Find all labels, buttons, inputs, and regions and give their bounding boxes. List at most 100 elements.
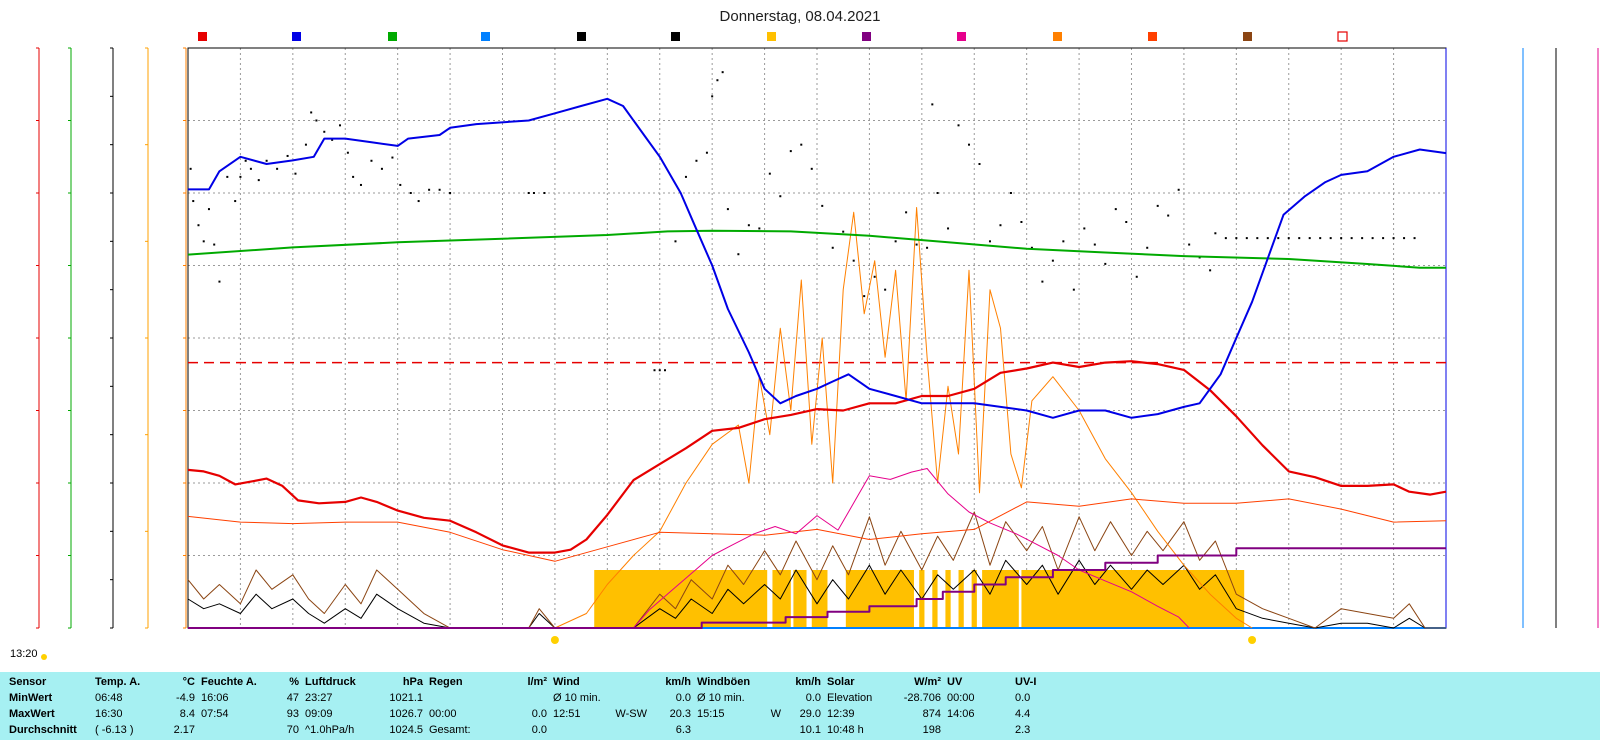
- gust-value: 0.0: [805, 692, 821, 704]
- direction-dot: [716, 79, 719, 82]
- sunshine-bar: [958, 570, 964, 628]
- direction-dot: [653, 369, 656, 372]
- plot-area: [41, 71, 1447, 660]
- hum-time: 16:06: [201, 692, 229, 704]
- summary-row-avg: Durchschnitt ( -6.13 ) 2.17 70 ^1.0hPa/h…: [6, 722, 1058, 738]
- direction-dot: [726, 208, 729, 211]
- direction-dot: [1308, 237, 1311, 240]
- direction-dot: [1371, 237, 1374, 240]
- temp-value: 8.4: [179, 708, 195, 720]
- direction-dot: [1062, 240, 1065, 243]
- temp-time: 06:48: [95, 692, 123, 704]
- uv-value: 0.0: [1015, 692, 1031, 704]
- wind-extra: [610, 722, 650, 738]
- direction-dot: [1319, 237, 1322, 240]
- direction-dot: [1051, 259, 1054, 262]
- press-time: 23:27: [305, 692, 333, 704]
- sunshine-bar: [945, 570, 951, 628]
- wind-value: 20.3: [669, 708, 691, 720]
- summary-header-gust-unit: km/h: [795, 676, 821, 688]
- direction-dot: [359, 183, 362, 186]
- summary-header-sensor: Sensor: [9, 676, 47, 688]
- direction-dot: [286, 154, 289, 157]
- summary-row-min: MinWert 06:48 -4.9 16:06 47 23:27 1021.1…: [6, 690, 1058, 706]
- direction-dot: [304, 143, 307, 146]
- sunrise-marker: [550, 636, 559, 644]
- direction-dot: [207, 208, 210, 211]
- solar-value: 198: [922, 724, 941, 736]
- direction-dot: [1329, 237, 1332, 240]
- direction-dot: [1403, 237, 1406, 240]
- direction-dot: [532, 192, 535, 194]
- summary-header-wind-unit: km/h: [665, 676, 691, 688]
- direction-dot: [249, 167, 252, 170]
- summary-header-solar-unit: W/m²: [914, 676, 941, 688]
- time-label: 13:20: [10, 648, 38, 660]
- direction-dot: [768, 172, 771, 175]
- summary-header-gust-extra: [754, 674, 784, 690]
- direction-dot: [842, 230, 845, 233]
- series-line-windb-en: [187, 511, 1446, 629]
- rain-time: [426, 690, 492, 706]
- uv-time: 14:06: [947, 708, 975, 720]
- direction-dot: [1350, 237, 1353, 240]
- weather-chart: Donnerstag, 08.04.2021 13:20: [10, 8, 1599, 660]
- direction-dot: [276, 167, 279, 170]
- press-time: 09:09: [305, 708, 333, 720]
- legend-swatch: [1148, 32, 1157, 41]
- summary-row-max: MaxWert 16:30 8.4 07:54 93 09:09 1026.7 …: [6, 706, 1058, 722]
- legend-swatch: [481, 32, 490, 41]
- direction-dot: [244, 159, 247, 162]
- direction-dot: [695, 159, 698, 162]
- legend-swatch: [292, 32, 301, 41]
- direction-dot: [1135, 275, 1138, 278]
- gust-label: Ø 10 min.: [697, 692, 745, 704]
- direction-dot: [810, 167, 813, 170]
- direction-dot: [239, 175, 242, 178]
- direction-dot: [1209, 269, 1212, 272]
- hum-value: 93: [286, 708, 299, 720]
- direction-dot: [1340, 237, 1343, 240]
- direction-dot: [1177, 188, 1180, 191]
- direction-dot: [999, 224, 1002, 227]
- direction-dot: [957, 124, 960, 127]
- direction-dot: [391, 156, 394, 159]
- direction-dot: [915, 243, 918, 246]
- grid: [187, 47, 1447, 629]
- legend: [198, 31, 1348, 42]
- direction-dot: [800, 143, 803, 146]
- direction-dot: [1072, 288, 1075, 291]
- direction-dot: [417, 200, 420, 203]
- row-label: MinWert: [9, 692, 53, 704]
- direction-dot: [1245, 237, 1248, 240]
- summary-header-press-unit: hPa: [402, 676, 423, 688]
- legend-swatch: [862, 32, 871, 41]
- sunshine-bar: [772, 570, 791, 628]
- solar-label: Elevation: [827, 692, 873, 704]
- series-line-luftdruck: [187, 229, 1446, 269]
- direction-dot: [1156, 204, 1159, 207]
- gust-label: [694, 722, 754, 738]
- summary-header-wind-extra: [610, 674, 650, 690]
- sunshine-bar: [845, 570, 914, 628]
- direction-dot: [663, 369, 666, 372]
- direction-dot: [1020, 221, 1023, 223]
- direction-dot: [197, 224, 200, 227]
- direction-dot: [988, 240, 991, 243]
- direction-dot: [192, 200, 195, 203]
- summary-header-hum: Feuchte A.: [201, 676, 257, 688]
- rain-value: 0.0: [531, 708, 547, 720]
- direction-dot: [527, 192, 530, 194]
- direction-dot: [684, 175, 687, 178]
- direction-dot: [1083, 227, 1086, 230]
- summary-header-rain: Regen: [429, 676, 463, 688]
- direction-dot: [1287, 237, 1290, 240]
- direction-dot: [884, 288, 887, 291]
- direction-dot: [380, 167, 383, 170]
- wind-label: Ø 10 min.: [553, 692, 601, 704]
- direction-dot: [1188, 243, 1191, 246]
- series-line-solar: [554, 207, 1253, 629]
- wind-label: [550, 722, 610, 738]
- press-value: 1024.5: [389, 724, 423, 736]
- temp-value: 2.17: [173, 724, 195, 736]
